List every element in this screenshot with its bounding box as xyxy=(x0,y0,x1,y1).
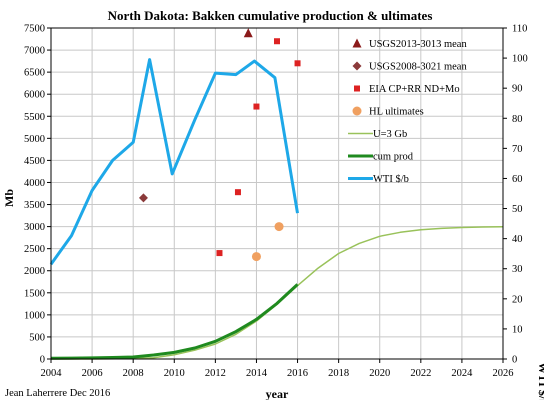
legend-label-wti-b: WTI $/b xyxy=(373,174,409,185)
x-tick-label: 2024 xyxy=(451,368,473,379)
point-usgs2008-3021-mean xyxy=(138,193,148,203)
chart-title: North Dakota: Bakken cumulative producti… xyxy=(108,8,433,23)
y-tick-label: 6500 xyxy=(24,68,45,79)
point-eia-cp-rr-nd-mo xyxy=(274,38,280,45)
point-eia-cp-rr-nd-mo xyxy=(253,103,260,110)
x-tick-label: 2014 xyxy=(246,368,268,379)
y-tick-label: 3000 xyxy=(24,222,45,233)
y-tick-label: 4000 xyxy=(24,178,45,189)
y-tick-label: 5000 xyxy=(24,134,45,145)
y2-tick-label: 40 xyxy=(512,234,523,245)
y-tick-label: 500 xyxy=(29,332,45,343)
x-tick-label: 2020 xyxy=(369,368,390,379)
y-axis-label: Mb xyxy=(2,189,16,207)
y-tick-label: 2000 xyxy=(24,266,45,277)
x-tick-label: 2006 xyxy=(82,368,103,379)
axes: 0500100015002000250030003500400045005000… xyxy=(24,24,528,380)
legend-label-usgs2013-3013-mean: USGS2013-3013 mean xyxy=(369,39,467,50)
point-hl-ultimates xyxy=(274,222,284,232)
point-hl-ultimates xyxy=(251,252,261,262)
y-tick-label: 7000 xyxy=(24,46,45,57)
y-tick-label: 7500 xyxy=(24,24,45,35)
series-layer xyxy=(49,28,504,360)
legend-label-usgs2008-3021-mean: USGS2008-3021 mean xyxy=(369,62,467,73)
y2-tick-label: 70 xyxy=(512,144,523,155)
y2-tick-label: 50 xyxy=(512,204,523,215)
y2-tick-label: 10 xyxy=(512,324,523,335)
legend-label-eia-cp-rr-nd-mo: EIA CP+RR ND+Mo xyxy=(369,84,460,95)
y-tick-label: 1000 xyxy=(24,310,45,321)
point-eia-cp-rr-nd-mo xyxy=(234,189,241,196)
y2-axis-label: WTI $/b xyxy=(536,362,544,400)
y-tick-label: 2500 xyxy=(24,244,45,255)
legend-swatch-hl-ultimates xyxy=(352,106,362,116)
y2-tick-label: 100 xyxy=(512,54,528,65)
grid xyxy=(50,27,504,360)
series-line-cum-prod xyxy=(50,283,299,360)
y2-tick-label: 80 xyxy=(512,114,523,125)
y-tick-label: 5500 xyxy=(24,112,45,123)
series-line-wti-b xyxy=(49,58,299,266)
y-tick-label: 6000 xyxy=(24,90,45,101)
x-tick-label: 2022 xyxy=(410,368,431,379)
legend-swatch-eia-cp-rr-nd-mo xyxy=(354,85,360,92)
point-eia-cp-rr-nd-mo xyxy=(294,60,301,67)
legend-swatch-usgs2008-3021-mean xyxy=(352,61,362,71)
y2-tick-label: 60 xyxy=(512,174,523,185)
point-usgs2013-3013-mean xyxy=(243,28,253,38)
x-tick-label: 2016 xyxy=(287,368,308,379)
legend-label-hl-ultimates: HL ultimates xyxy=(369,107,424,118)
y2-tick-label: 0 xyxy=(512,355,517,366)
y-tick-label: 3500 xyxy=(24,200,45,211)
x-tick-label: 2010 xyxy=(164,368,185,379)
y-tick-label: 4500 xyxy=(24,156,45,167)
y-tick-label: 1500 xyxy=(24,288,45,299)
point-eia-cp-rr-nd-mo xyxy=(216,250,223,257)
x-tick-label: 2004 xyxy=(41,368,63,379)
x-tick-label: 2012 xyxy=(205,368,226,379)
x-tick-label: 2008 xyxy=(123,368,144,379)
plot-frame xyxy=(50,27,504,360)
x-tick-label: 2018 xyxy=(328,368,349,379)
legend: USGS2013-3013 mean USGS2008-3021 mean EIA … xyxy=(348,38,467,185)
x-axis-label: year xyxy=(266,387,289,400)
y2-tick-label: 30 xyxy=(512,264,523,275)
credit-text: Jean Laherrere Dec 2016 xyxy=(5,388,110,399)
y-tick-label: 0 xyxy=(40,355,45,366)
legend-swatch-usgs2013-3013-mean xyxy=(352,38,362,48)
y2-tick-label: 110 xyxy=(512,24,527,35)
legend-label-u-3-gb: U=3 Gb xyxy=(373,129,407,140)
y2-tick-label: 20 xyxy=(512,294,523,305)
legend-label-cum-prod: cum prod xyxy=(373,152,414,163)
y2-tick-label: 90 xyxy=(512,84,523,95)
x-tick-label: 2026 xyxy=(493,368,514,379)
